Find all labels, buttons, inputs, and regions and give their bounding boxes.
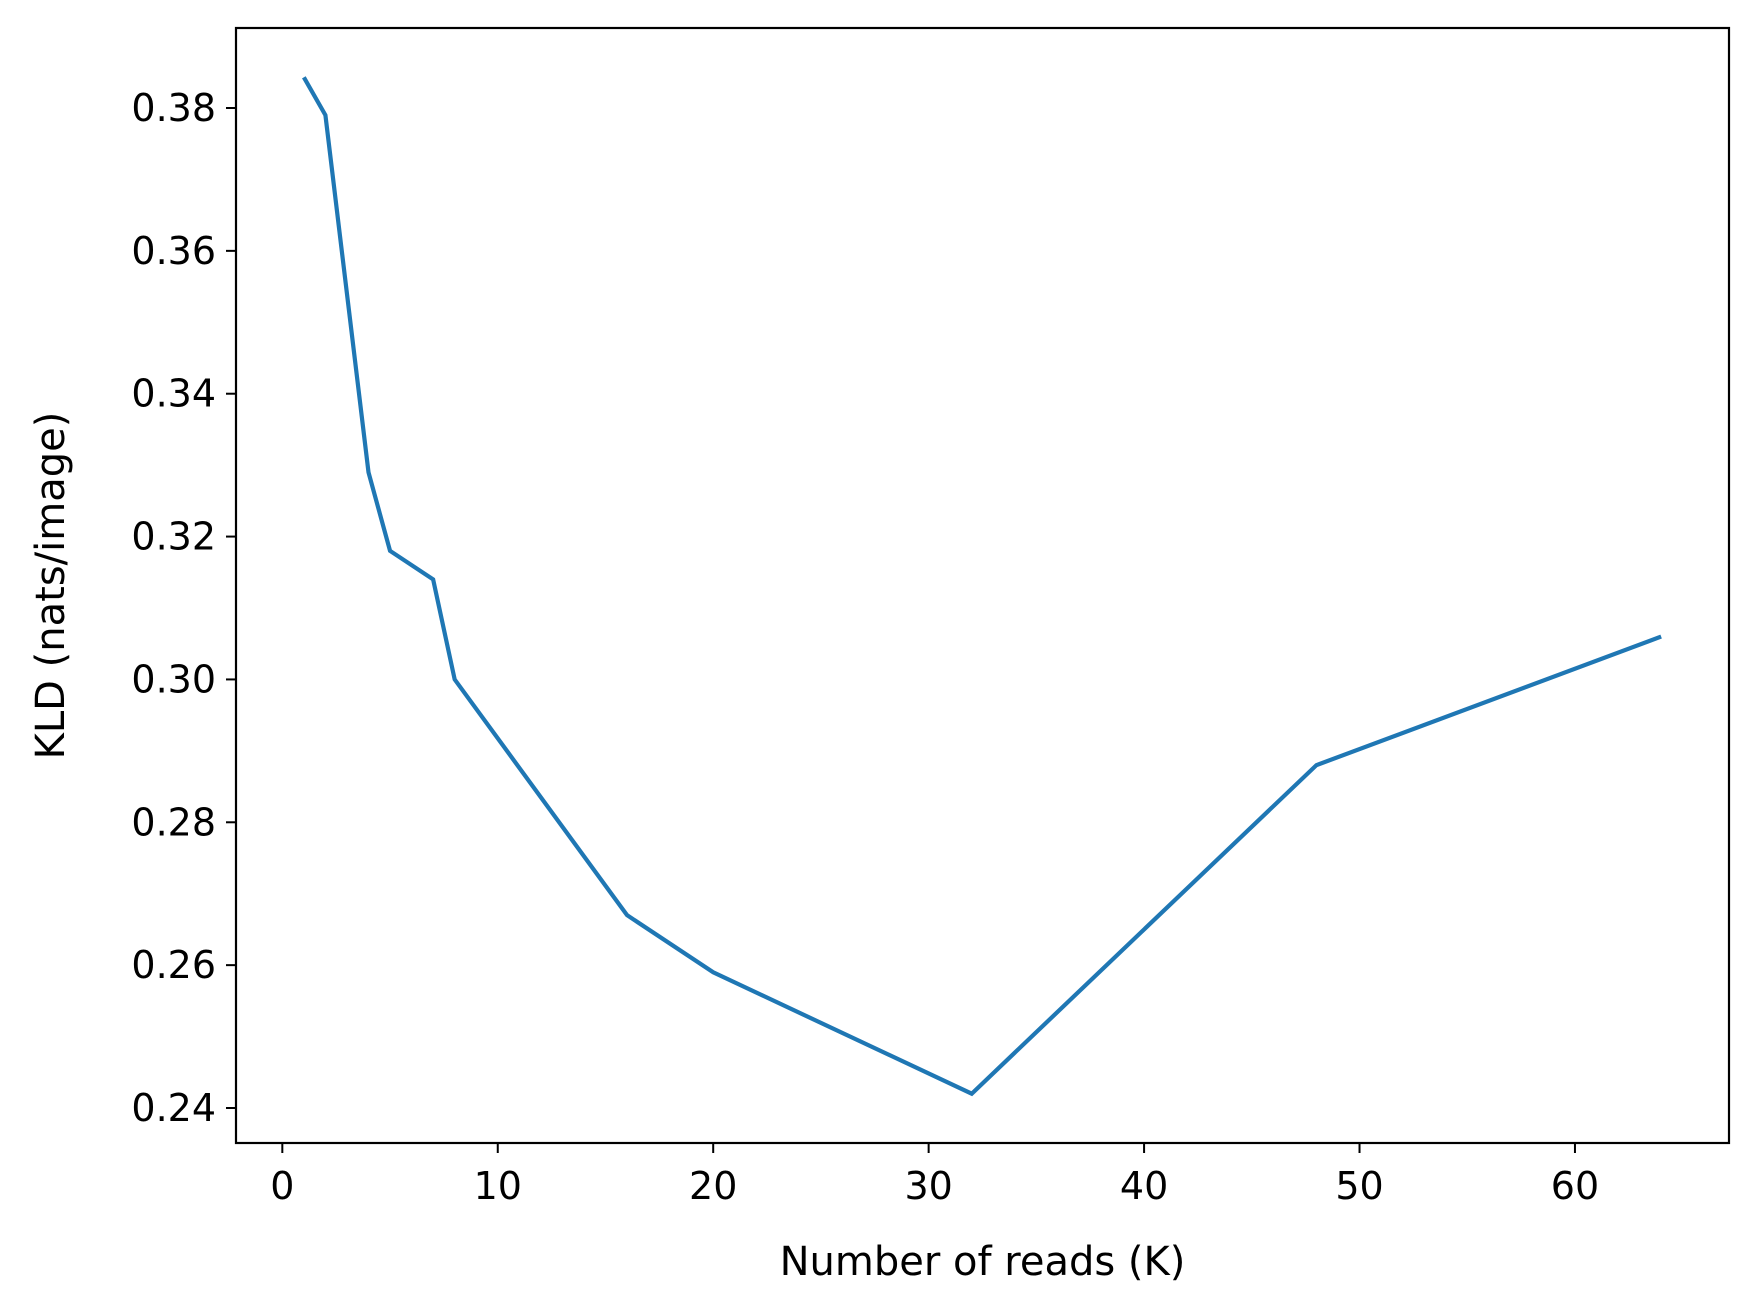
y-tick-label: 0.24 [131,1086,216,1130]
series-layer [302,76,1662,1097]
y-tick-label: 0.28 [131,800,216,844]
y-tick-label: 0.36 [131,229,216,273]
y-tick-label: 0.34 [131,372,216,416]
y-tick-label: 0.38 [131,86,216,130]
x-tick-label: 20 [689,1164,737,1208]
x-tick-label: 50 [1335,1164,1383,1208]
y-tick-label: 0.26 [131,943,216,987]
y-axis-label: KLD (nats/image) [28,412,74,760]
x-tick-label: 30 [904,1164,952,1208]
plot-background [236,28,1729,1143]
y-tick-label: 0.30 [131,657,216,701]
plot-frame [234,26,1731,1145]
y-tick-label: 0.32 [131,515,216,559]
x-tick-label: 60 [1551,1164,1599,1208]
x-axis: 0 10 20 30 40 50 60 [270,1143,1599,1208]
y-axis: 0.24 0.26 0.28 0.30 0.32 0.34 0.36 0.38 [131,86,236,1130]
x-tick-label: 40 [1120,1164,1168,1208]
x-axis-label: Number of reads (K) [780,1239,1186,1285]
series-line-0 [302,76,1662,1097]
x-tick-label: 0 [270,1164,294,1208]
x-tick-label: 10 [474,1164,522,1208]
